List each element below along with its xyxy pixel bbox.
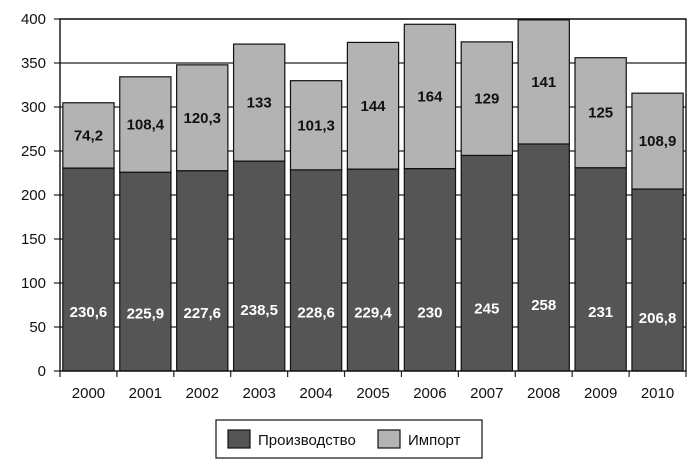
data-label-production: 229,4 [354,304,392,321]
bar-import [119,76,172,173]
bar-production [62,167,115,372]
legend-swatch [227,429,251,449]
data-label-import: 133 [247,95,272,112]
legend: Производство Импорт [215,419,483,459]
bars-layer: 230,6 74,2 225,9 108,4 227,6 120,3 238,5 133 228… [62,19,684,372]
axis-layer: 0 50 100 150 200 250 300 350 400 2000 2001 2002 2003… [21,11,687,402]
bar-production [232,160,286,372]
x-tick-label: 2000 [72,385,105,402]
y-tick-label: 50 [29,319,46,336]
data-label-production: 227,6 [183,305,221,322]
y-tick-label: 200 [21,187,46,204]
y-tick-label: 400 [21,11,46,28]
data-label-import: 120,3 [183,110,221,127]
x-tick-label: 2009 [584,385,617,402]
y-tick-label: 300 [21,99,46,116]
data-label-import: 141 [531,74,556,91]
legend-label: Производство [258,432,356,449]
data-label-production: 258 [531,297,556,314]
x-tick-label: 2005 [356,385,389,402]
bar-import [631,92,684,190]
bar-production [289,169,343,372]
data-label-production: 230 [417,304,442,321]
y-tick-label: 0 [38,363,46,380]
data-label-production: 231 [588,304,613,321]
bar-production [346,168,400,372]
bar-production [574,167,627,372]
bar-import [460,41,514,156]
bar-import [62,102,115,169]
bar-import [517,19,570,145]
y-tick-label: 100 [21,275,46,292]
data-label-production: 238,5 [240,302,278,319]
data-label-import: 125 [588,105,613,122]
data-label-import: 101,3 [297,117,335,134]
bar-import [289,80,343,171]
data-label-import: 108,4 [127,117,165,134]
bar-production [517,143,570,372]
x-tick-label: 2001 [129,385,162,402]
data-label-import: 164 [417,88,443,105]
data-label-import: 129 [474,91,499,108]
bar-import [403,23,457,170]
bar-production [460,154,514,372]
x-tick-label: 2006 [413,385,446,402]
data-label-import: 74,2 [74,127,103,144]
x-tick-label: 2007 [470,385,503,402]
x-tick-label: 2002 [186,385,219,402]
data-label-import: 144 [360,98,386,115]
bar-production [403,168,457,372]
bar-production [119,171,172,372]
data-label-production: 245 [474,300,499,317]
x-tick-label: 2004 [299,385,332,402]
x-tick-label: 2003 [242,385,275,402]
plot-frame [59,18,687,372]
y-tick-label: 250 [21,143,46,160]
data-label-production: 230,6 [70,304,108,321]
legend-label: Импорт [408,432,461,449]
bar-import [574,57,627,169]
x-tick-label: 2010 [641,385,674,402]
bar-import [232,43,286,162]
bar-import [176,64,229,172]
data-label-production: 225,9 [127,305,165,322]
data-label-production: 228,6 [297,305,335,322]
y-tick-label: 350 [21,55,46,72]
data-label-import: 108,9 [639,133,677,150]
y-tick-label: 150 [21,231,46,248]
x-tick-label: 2008 [527,385,560,402]
legend-swatch [377,429,401,449]
data-label-production: 206,8 [639,310,677,327]
legend-box [215,419,483,459]
bar-production [631,188,684,372]
bar-production [176,170,229,372]
bar-import [346,41,400,170]
